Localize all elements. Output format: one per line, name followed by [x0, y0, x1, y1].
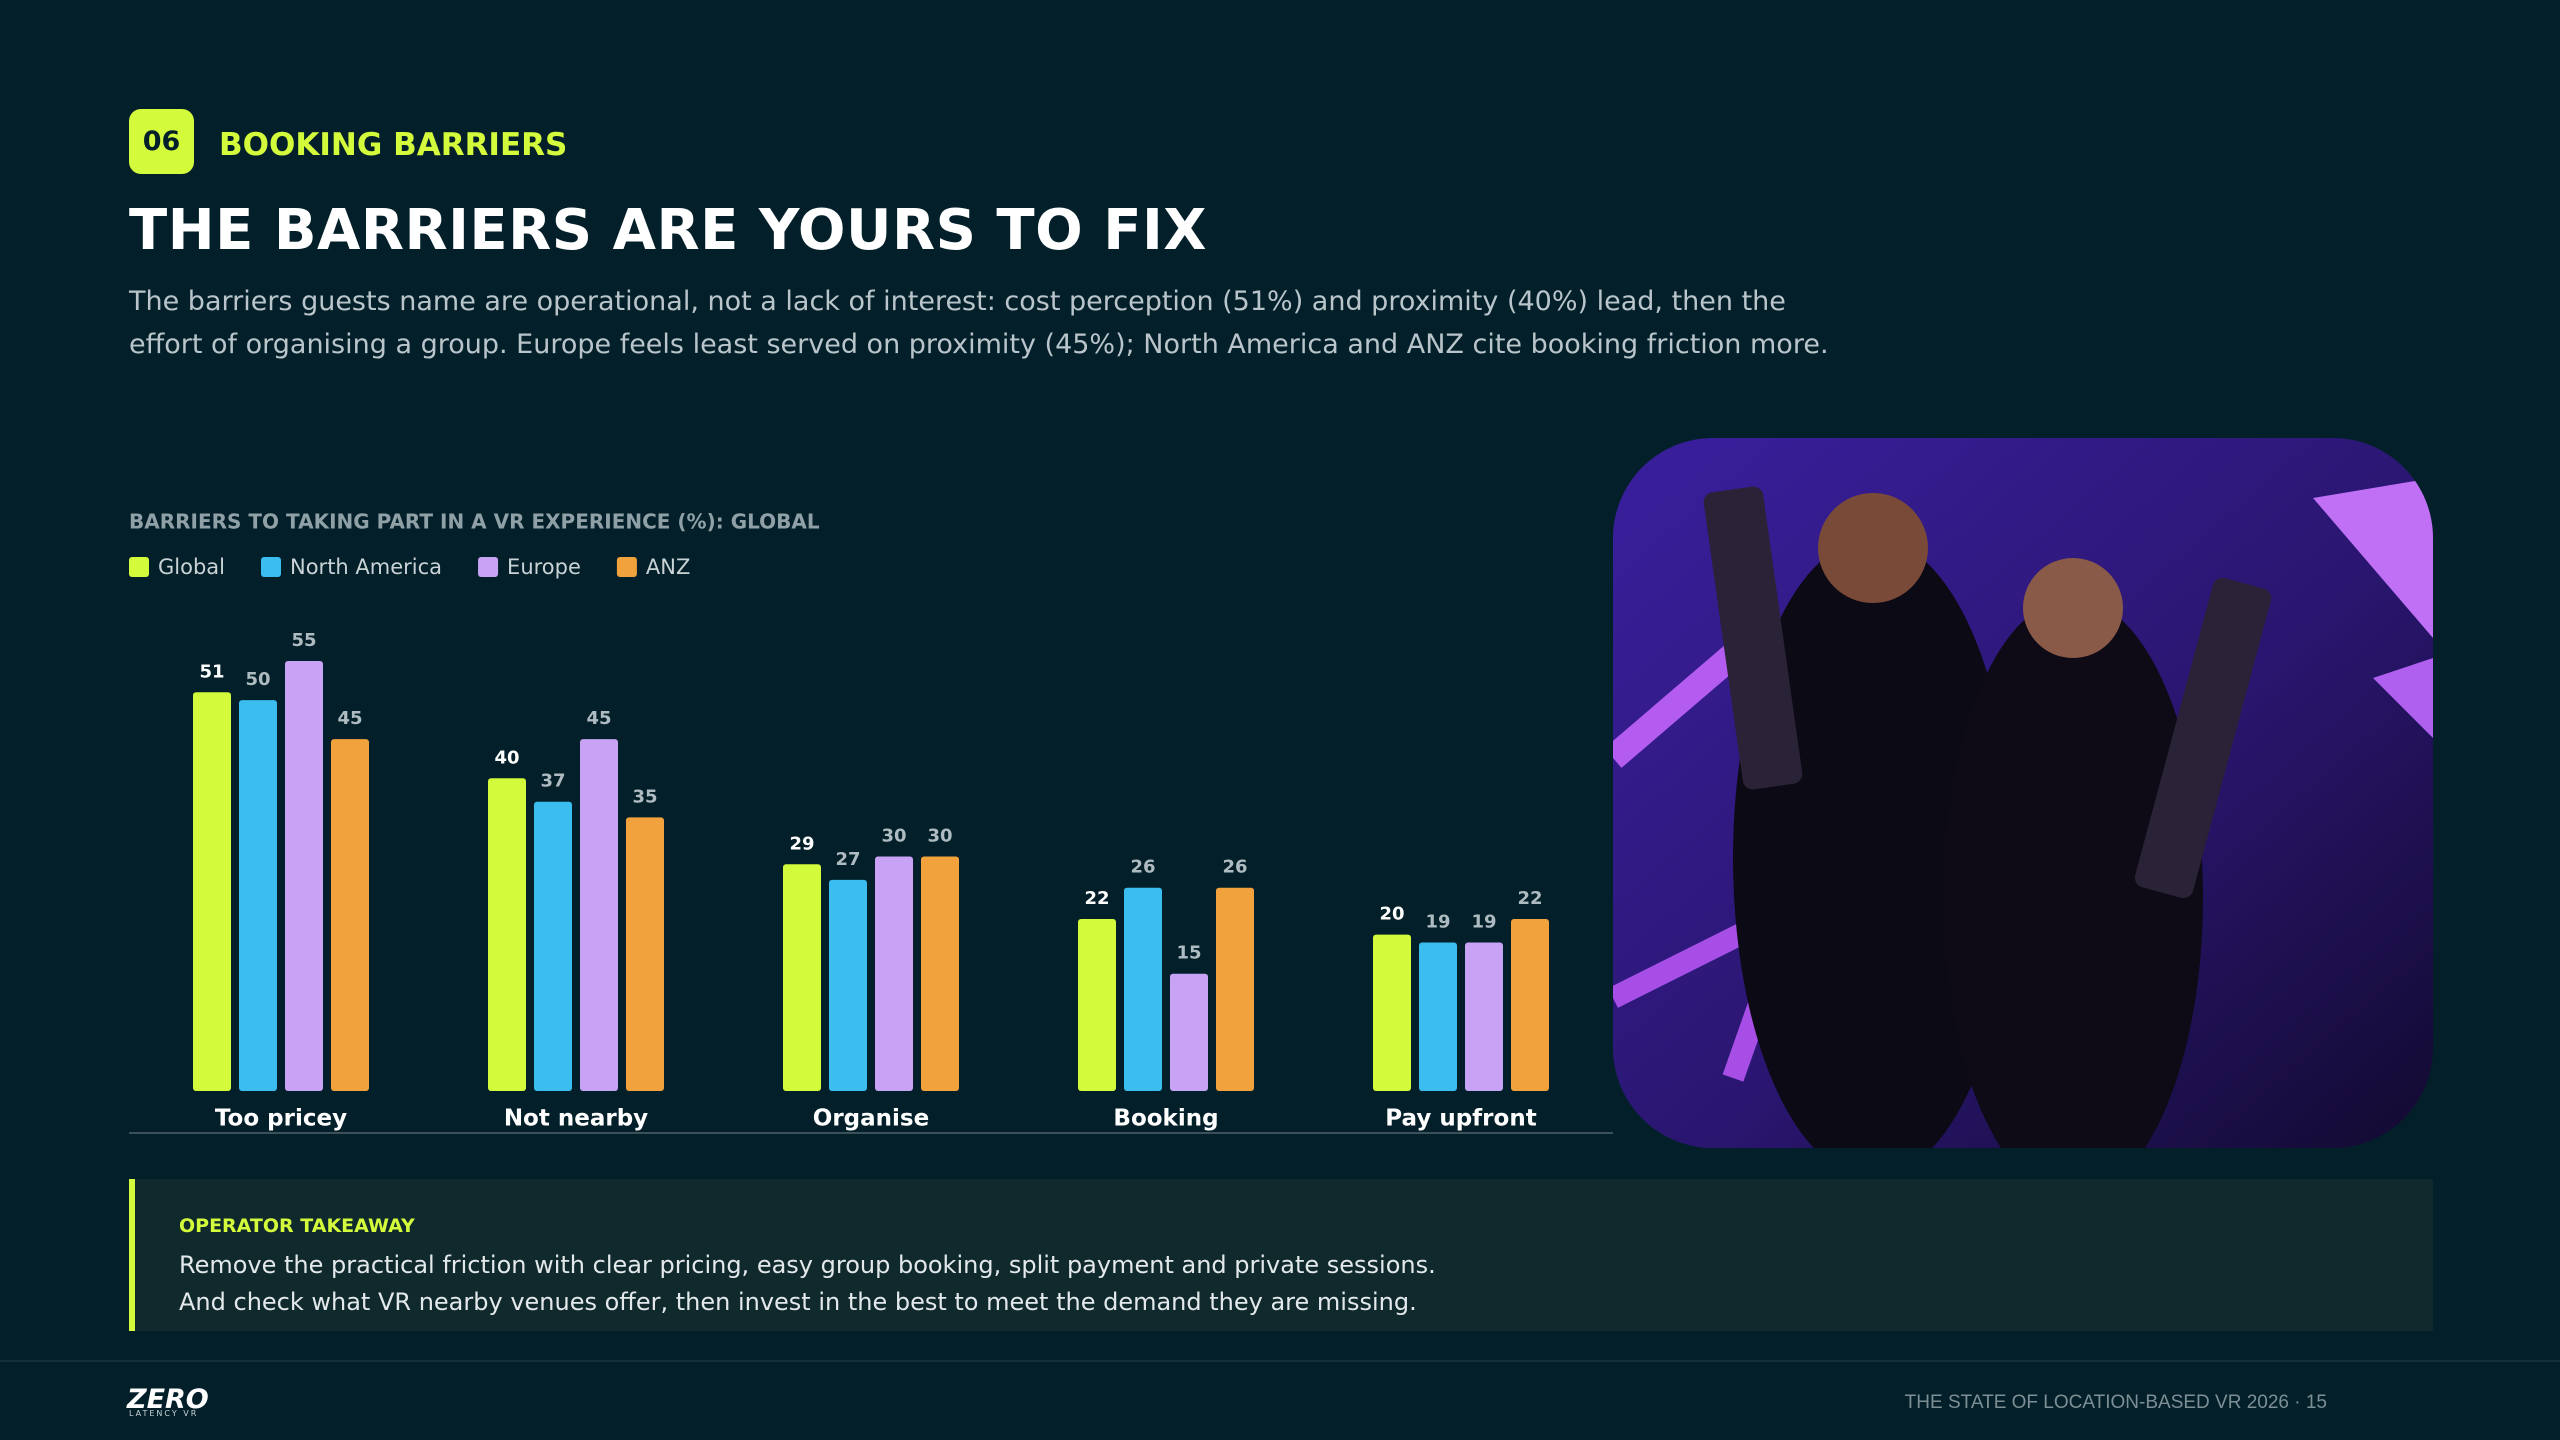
takeaway-label: OPERATOR TAKEAWAY — [179, 1215, 415, 1237]
bar — [626, 817, 664, 1091]
legend-swatch — [616, 557, 637, 577]
x-tick-label: Pay upfront — [1385, 1106, 1536, 1132]
chart-title: BARRIERS TO TAKING PART IN A VR EXPERIEN… — [129, 510, 820, 534]
data-label: 37 — [540, 771, 565, 792]
bar — [1216, 887, 1254, 1091]
data-label: 55 — [291, 630, 316, 651]
x-tick-label: Booking — [1113, 1106, 1218, 1132]
legend-swatch — [478, 557, 499, 577]
description: The barriers guests name are operational… — [129, 286, 1829, 360]
takeaway-text: Remove the practical friction with clear… — [179, 1251, 1436, 1279]
data-label: 22 — [1084, 888, 1109, 909]
legend-swatch — [261, 557, 281, 577]
legend-label: North America — [290, 555, 442, 579]
data-label: 19 — [1471, 911, 1496, 932]
data-label: 26 — [1130, 857, 1155, 878]
data-label: 35 — [632, 786, 657, 807]
bar — [239, 700, 277, 1091]
bar — [488, 778, 526, 1091]
bar — [1170, 973, 1208, 1091]
data-label: 15 — [1176, 943, 1201, 964]
bar — [1465, 942, 1503, 1091]
data-label: 40 — [494, 747, 519, 768]
bar — [1124, 887, 1162, 1091]
divider — [0, 1360, 2560, 1362]
footer-text: THE STATE OF LOCATION-BASED VR 2026 · 15 — [1904, 1392, 2327, 1413]
data-label: 30 — [927, 825, 952, 846]
data-label: 50 — [245, 669, 270, 690]
bar — [783, 864, 821, 1091]
legend-swatch — [129, 557, 149, 577]
data-label: 51 — [199, 661, 224, 682]
photo — [1613, 438, 2433, 1148]
data-label: 45 — [586, 708, 611, 729]
x-tick-label: Organise — [813, 1106, 929, 1132]
bar — [875, 856, 913, 1091]
logo-subtitle: LATENCY VR — [129, 1409, 199, 1418]
x-tick-label: Not nearby — [504, 1106, 648, 1132]
bar — [829, 879, 867, 1091]
bar — [1511, 919, 1549, 1091]
data-label: 22 — [1517, 888, 1542, 909]
bar — [1373, 934, 1411, 1091]
takeaway-text: And check what VR nearby venues offer, t… — [179, 1288, 1417, 1316]
bar — [580, 739, 618, 1091]
bar — [534, 801, 572, 1091]
bar — [285, 661, 323, 1091]
bar — [1419, 942, 1457, 1091]
bar — [193, 692, 231, 1091]
data-label: 19 — [1425, 911, 1450, 932]
data-label: 20 — [1379, 904, 1404, 925]
data-label: 26 — [1222, 857, 1247, 878]
legend-label: ANZ — [646, 555, 690, 579]
data-label: 45 — [337, 708, 362, 729]
section-title: BOOKING BARRIERS — [219, 127, 568, 163]
x-tick-label: Too pricey — [215, 1106, 347, 1132]
section-badge: 06 — [129, 109, 194, 174]
title: THE BARRIERS ARE YOURS TO FIX — [129, 198, 1207, 263]
takeaway-box: OPERATOR TAKEAWAY Remove the practical f… — [129, 1179, 2433, 1331]
data-label: 30 — [881, 825, 906, 846]
bar — [921, 856, 959, 1091]
legend-label: Europe — [507, 555, 581, 579]
legend-label: Global — [158, 555, 225, 579]
logo: ZERO — [127, 1384, 209, 1415]
bar — [331, 739, 369, 1091]
bar — [1078, 919, 1116, 1091]
data-label: 27 — [835, 849, 860, 870]
data-label: 29 — [789, 833, 814, 854]
